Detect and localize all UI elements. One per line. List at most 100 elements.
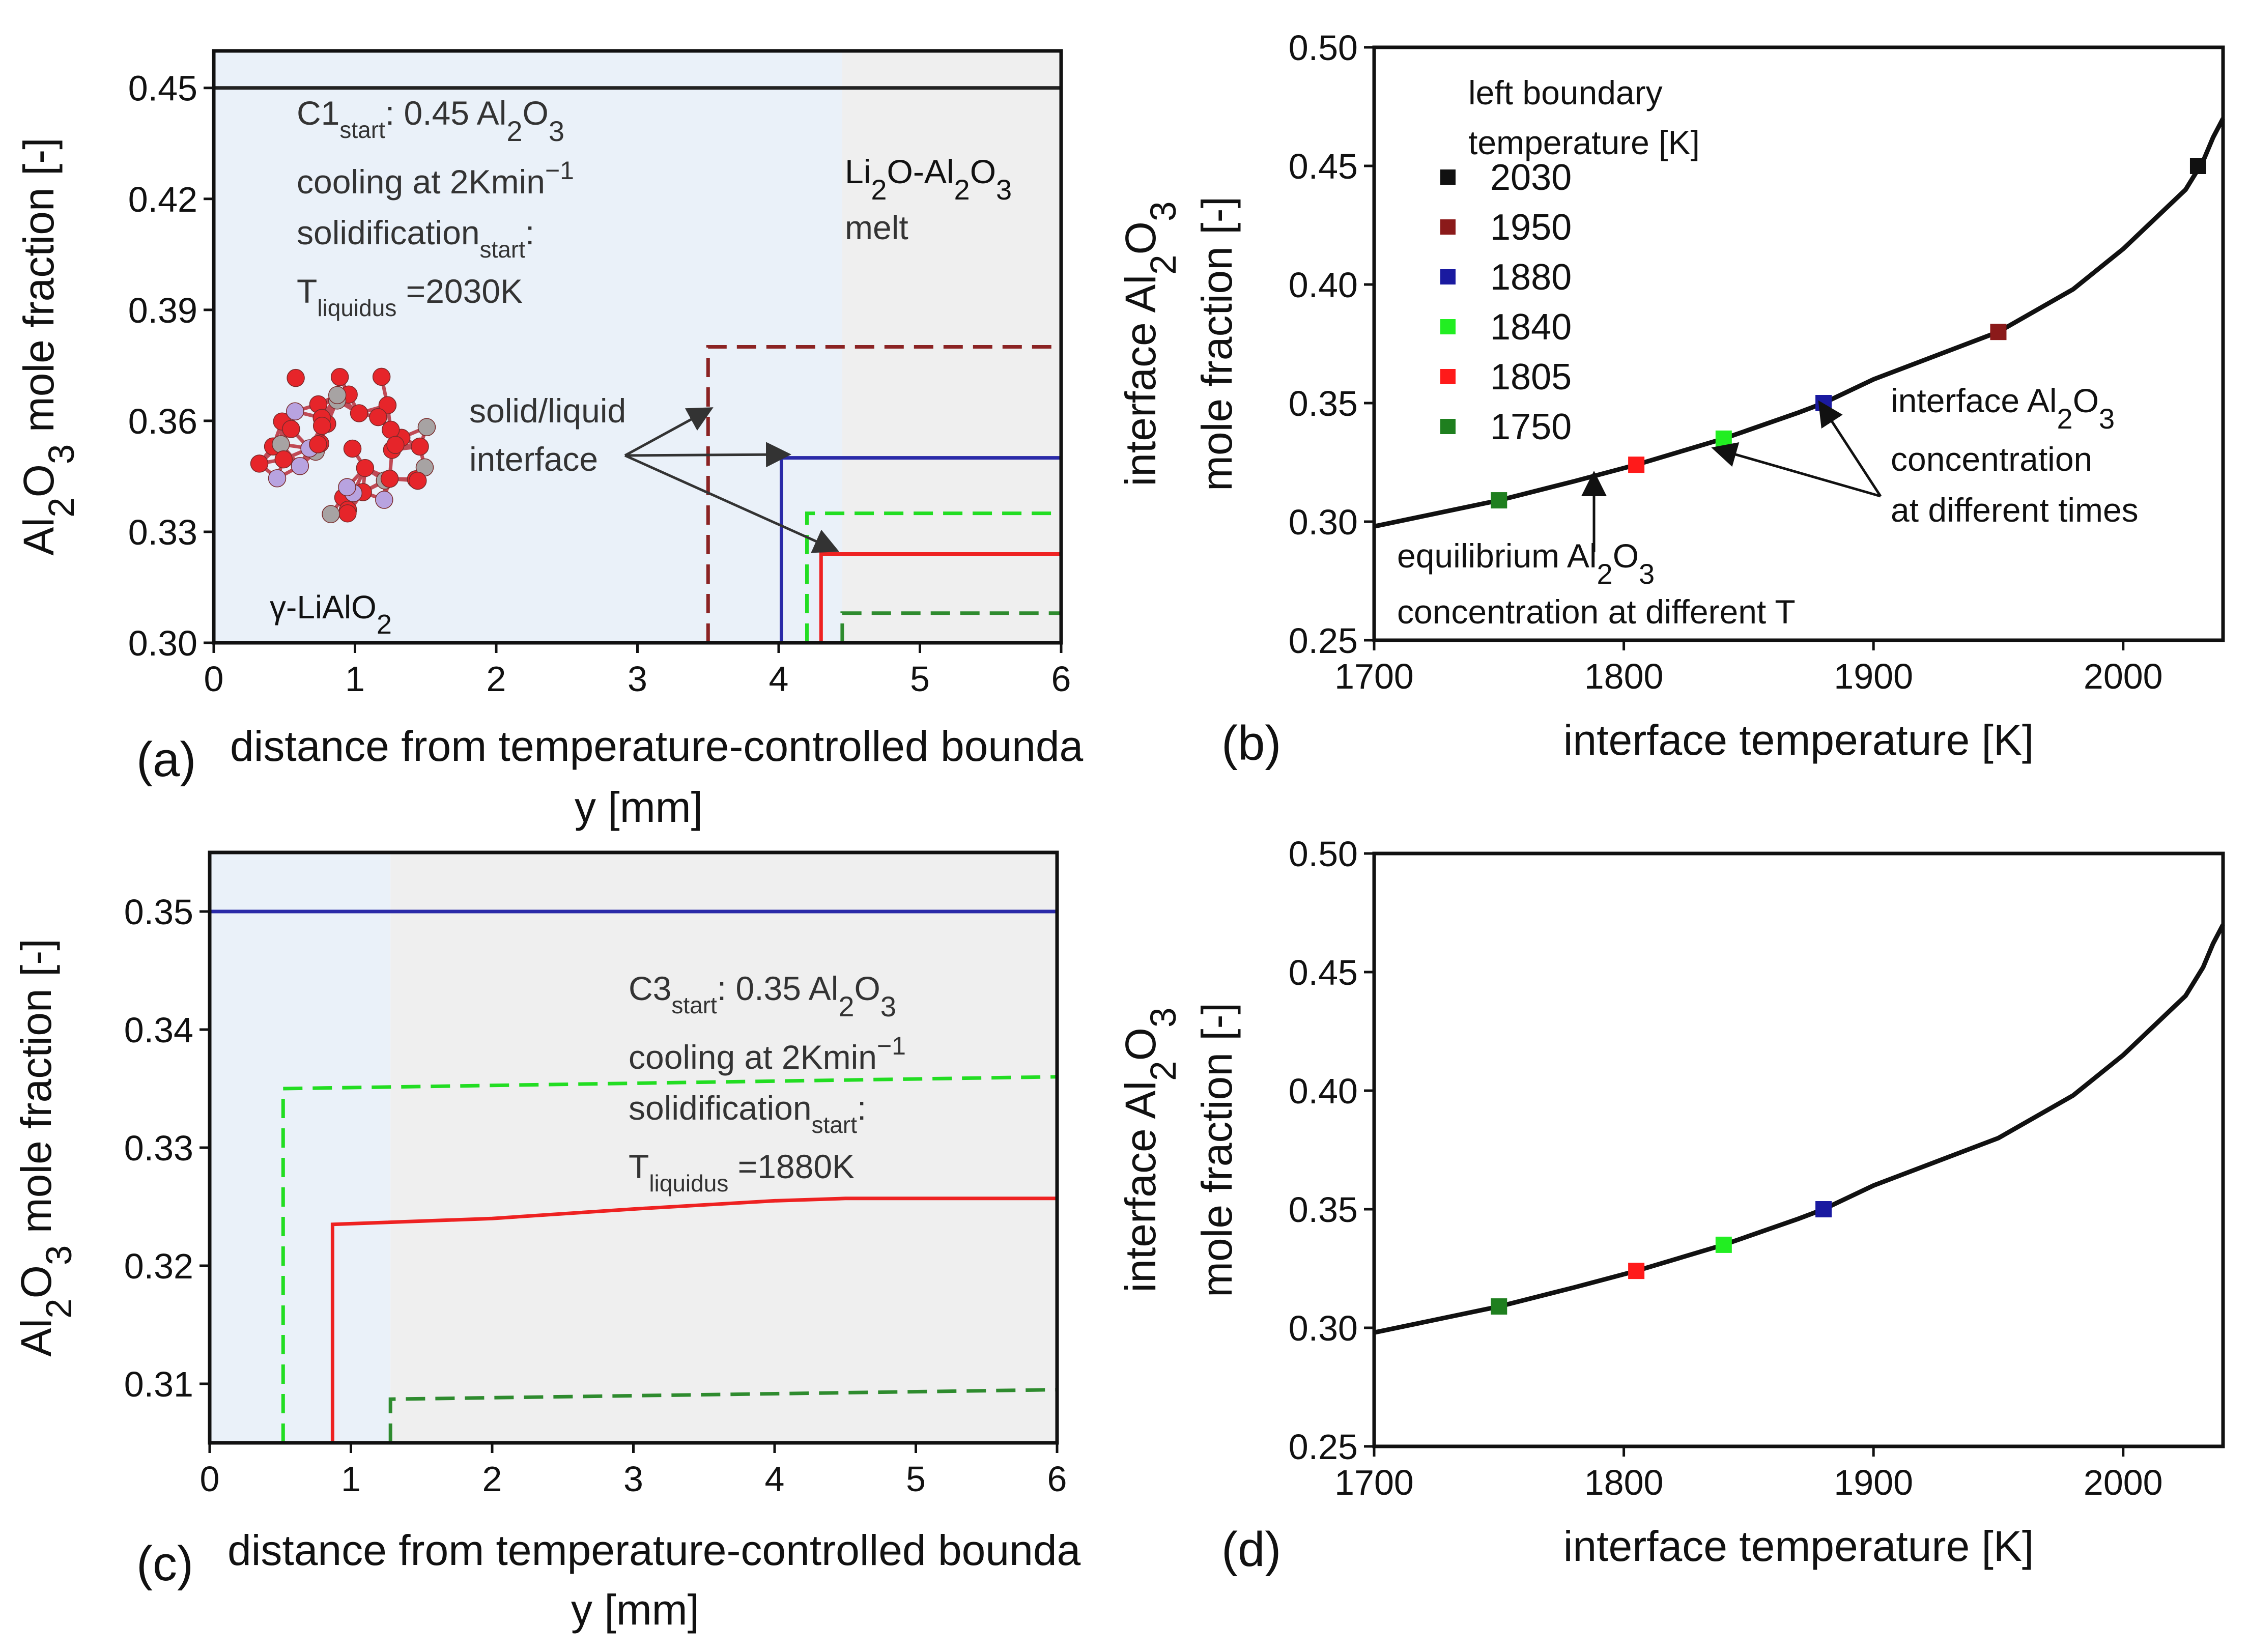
crystal-atom [378,396,397,415]
x-tick-label: 5 [910,659,930,699]
series-line-1750 [388,1388,1058,1443]
crystal-atom [330,368,349,386]
crystal-atom [268,469,287,488]
x-tick-label: 0 [200,1459,220,1499]
legend-marker-2030 [1440,169,1456,185]
crystal-atom [372,367,391,386]
data-point-1840 [1715,430,1732,447]
x-tick-label: 1800 [1584,657,1664,696]
plot-border [208,850,1059,1445]
y-axis-label: Al2O3 mole fraction [-] [15,137,82,555]
x-tick-label: 3 [628,659,647,699]
crystal-atom [386,436,405,454]
annotation-start: C3start: 0.35 Al2O3 [629,970,896,1022]
x-tick-label: 2000 [2084,1463,2163,1502]
series-line-1950 [706,345,1061,643]
annotation-cooling: cooling at 2Kmin−1 [297,156,574,201]
crystal-atom [312,416,331,435]
crystal-atom [291,457,309,475]
annotation-bottom-line1: equilibrium Al2O3 [1397,537,1655,590]
interface-arrow [624,454,840,553]
annotation-melt-line1: Li2O-Al2O3 [845,153,1012,206]
annotation-tliquidus: Tliquidus =1880K [629,1148,855,1197]
y-axis-label-line1: interface Al2O3 [1117,202,1184,487]
y-tick-label: 0.45 [128,69,197,108]
legend-title-line2: temperature [K] [1468,124,1700,161]
crystal-atom [338,478,356,496]
panel-label: (a) [136,732,196,787]
legend-marker-1950 [1440,219,1456,235]
x-tick-label: 1700 [1334,657,1414,696]
crystal-atom [381,420,400,439]
data-point-1880 [1815,1201,1832,1217]
x-axis-label-line1: distance from temperature-controlled bou… [230,722,1084,770]
legend-label-1880: 1880 [1490,257,1572,298]
interface-arrow [624,442,791,468]
crystal-atom [417,418,436,437]
x-tick-label: 3 [623,1459,643,1499]
x-axis-label-line2: y [mm] [571,1586,699,1634]
data-point-1750 [1491,1298,1507,1315]
legend-label-2030: 2030 [1490,157,1572,198]
series-line-1805 [330,1197,1057,1443]
y-tick-label: 0.39 [128,291,197,330]
legend-label-1805: 1805 [1490,357,1572,397]
legend-marker-1805 [1440,369,1456,384]
annotation-solidification: solidificationstart: [297,214,534,263]
annotation-right-line1: interface Al2O3 [1891,382,2115,435]
annotation-bottom-line2: concentration at different T [1397,593,1796,631]
legend-marker-1750 [1440,419,1456,434]
x-tick-label: 4 [765,1459,785,1499]
annotation-tliquidus: Tliquidus =2030K [297,272,523,321]
series-line-1840 [281,1075,1058,1443]
legend-label-1750: 1750 [1490,407,1572,447]
annotation-melt-line2: melt [845,209,908,246]
region-solid [210,852,391,1443]
crystal-label: γ-LiAlO2 [270,589,392,640]
annotation-right-line3: at different times [1891,491,2139,529]
legend-title-line1: left boundary [1468,74,1663,111]
y-tick-label: 0.42 [128,180,197,219]
data-point-1805 [1628,1263,1645,1279]
y-tick-label: 0.36 [128,402,197,441]
x-axis-label-line1: distance from temperature-controlled bou… [227,1526,1081,1574]
x-tick-label: 1900 [1834,657,1913,696]
x-tick-label: 6 [1051,659,1071,699]
data-point-1950 [1990,324,2007,340]
panel-b: 1700 1800 1900 2000 0.25 0.30 0.35 0.40 0.45 0.50… [1117,28,2225,771]
x-axis-label: interface temperature [K] [1563,1522,2034,1570]
panel-c: 0 1 2 3 4 5 6 0.31 0.32 0.33 0.34 0.35 C3start: 0.35… [12,850,1081,1634]
series-line-1840 [805,511,1061,643]
y-axis-label-line2: mole fraction [-] [1193,196,1241,491]
crystal-atom [250,454,269,473]
interface-arrow [624,407,714,457]
plot-border [212,49,1063,645]
series-line-1750 [840,611,1061,643]
y-tick-label: 0.25 [1289,1427,1358,1467]
annotation-interface-line2: interface [469,440,598,478]
y-tick-label: 0.30 [128,623,197,663]
annotation-start: C1start: 0.45 Al2O3 [297,94,564,147]
x-tick-label: 1900 [1834,1463,1913,1502]
x-tick-label: 2 [482,1459,502,1499]
y-tick-label: 0.30 [1289,502,1358,542]
crystal-atom [322,505,340,524]
crystal-atom [356,459,375,477]
x-tick-label: 2 [487,659,506,699]
equilibrium-curve [1374,923,2225,1335]
plot-border [1372,45,2225,642]
legend-label-1950: 1950 [1490,207,1572,248]
y-tick-label: 0.35 [1289,384,1358,423]
panel-label: (d) [1221,1522,1281,1577]
legend-label-1840: 1840 [1490,307,1572,348]
annotation-cooling: cooling at 2Kmin−1 [629,1032,906,1076]
y-tick-label: 0.25 [1289,621,1358,661]
annotation-arrow [1818,400,1882,497]
crystal-atom [328,386,347,405]
x-tick-label: 1700 [1334,1463,1414,1502]
x-tick-label: 5 [906,1459,926,1499]
annotation-right-line2: concentration [1891,440,2092,478]
crystal-atom [408,471,427,490]
y-tick-label: 0.33 [124,1128,193,1168]
